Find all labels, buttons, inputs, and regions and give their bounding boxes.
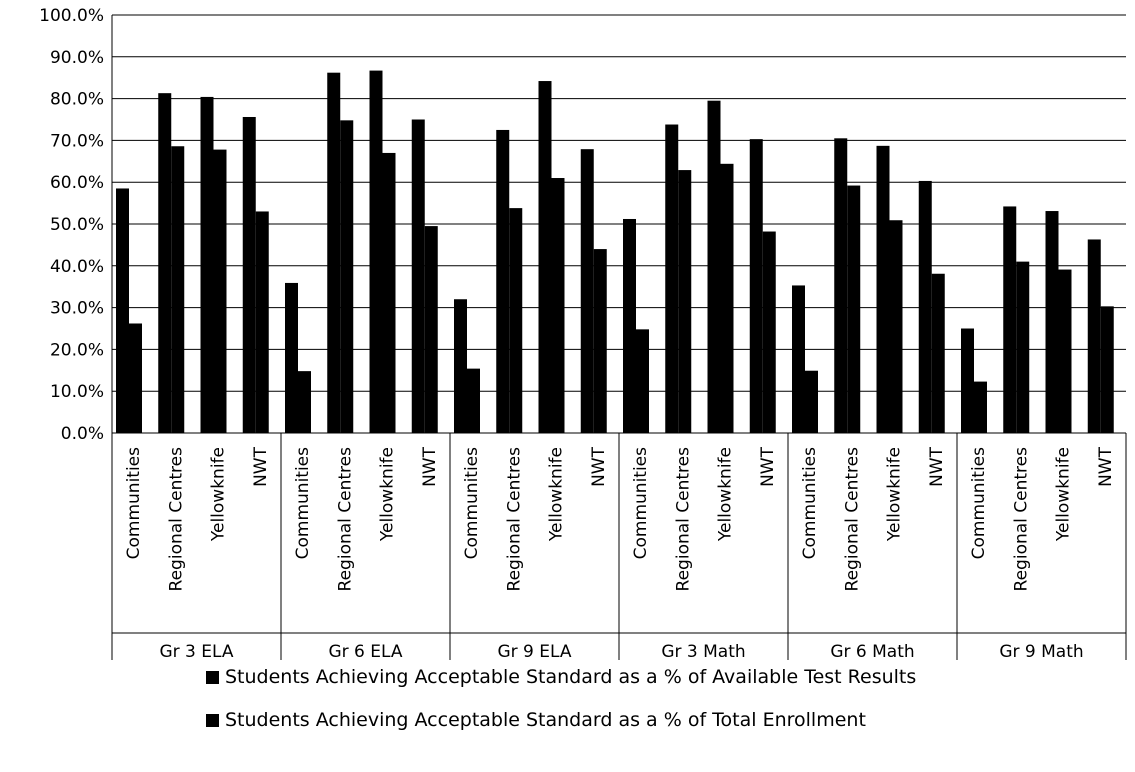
legend-label-total-enrollment: Students Achieving Acceptable Standard a… [225, 709, 866, 731]
y-tick-label: 0.0% [61, 424, 104, 444]
bar-total-enrollment [805, 370, 818, 433]
category-label: Yellowknife [378, 447, 398, 542]
legend-swatch-total-enrollment [206, 713, 219, 727]
category-label: Regional Centres [842, 447, 862, 592]
category-label: NWT [927, 446, 947, 487]
category-label: Regional Centres [335, 447, 355, 592]
bar-available-results [158, 93, 172, 433]
category-label: Yellowknife [716, 447, 736, 542]
category-label: Regional Centres [1011, 447, 1031, 592]
group-label: Gr 6 ELA [328, 642, 402, 660]
bar-available-results [327, 72, 341, 434]
bar-available-results [876, 145, 890, 434]
bar-available-results [496, 129, 510, 433]
y-tick-label: 60.0% [50, 173, 104, 193]
category-label: NWT [420, 446, 440, 487]
legend-entry-available-results: Students Achieving Acceptable Standard a… [206, 666, 916, 688]
bar-available-results [538, 81, 552, 433]
bar-total-enrollment [298, 371, 311, 433]
category-label: NWT [251, 446, 271, 487]
bar-available-results [411, 119, 425, 433]
category-label: NWT [589, 446, 609, 487]
bar-total-enrollment [720, 163, 734, 434]
bar-available-results [834, 138, 848, 433]
category-label: Communities [293, 447, 313, 560]
bar-total-enrollment [382, 152, 396, 433]
bar-available-results [623, 218, 636, 433]
bar-total-enrollment [171, 146, 185, 433]
y-tick-label: 30.0% [50, 299, 104, 319]
y-tick-label: 100.0% [39, 6, 104, 26]
group-label: Gr 6 Math [830, 642, 914, 660]
category-label: Regional Centres [504, 447, 524, 592]
y-tick-label: 50.0% [50, 215, 104, 235]
bar-chart: 0.0% 10.0% 20.0% 30.0% 40.0% 50.0% 60.0% 70.0% 8… [39, 6, 1127, 660]
category-label: Communities [969, 447, 989, 560]
y-tick-label: 70.0% [50, 131, 104, 151]
category-label: NWT [1096, 446, 1116, 487]
category-label: Yellowknife [547, 447, 567, 542]
bar-total-enrollment [551, 178, 565, 433]
bar-available-results [200, 96, 214, 433]
bar-total-enrollment [424, 226, 438, 433]
bar-available-results [707, 100, 721, 433]
bar-available-results [749, 139, 763, 433]
bar-available-results [242, 116, 256, 433]
y-tick-label: 20.0% [50, 340, 104, 360]
bar-total-enrollment [1016, 261, 1030, 433]
bar-available-results [454, 299, 467, 433]
y-tick-label: 40.0% [50, 257, 104, 277]
bar-available-results [1045, 211, 1059, 433]
category-label: Yellowknife [1054, 447, 1074, 542]
bar-total-enrollment [847, 185, 861, 433]
bar-total-enrollment [889, 220, 903, 433]
bar-total-enrollment [1058, 269, 1072, 433]
y-tick-label: 10.0% [50, 382, 104, 402]
category-label: Regional Centres [673, 447, 693, 592]
category-label: Communities [800, 447, 820, 560]
y-tick-label: 90.0% [50, 48, 104, 68]
category-label: Yellowknife [209, 447, 229, 542]
bar-total-enrollment [340, 120, 354, 433]
group-label: Gr 9 Math [999, 642, 1083, 660]
bar-total-enrollment [678, 170, 692, 433]
group-label: Gr 3 ELA [159, 642, 233, 660]
legend-label-available-results: Students Achieving Acceptable Standard a… [225, 666, 917, 688]
bar-total-enrollment [974, 381, 987, 433]
bar-total-enrollment [213, 149, 227, 433]
bar-total-enrollment [1100, 306, 1114, 433]
group-label: Gr 3 Math [661, 642, 745, 660]
y-tick-label: 80.0% [50, 90, 104, 110]
bar-available-results [580, 149, 594, 434]
legend-swatch-available-results [206, 670, 219, 684]
bar-total-enrollment [593, 249, 607, 433]
category-label: Communities [631, 447, 651, 560]
bar-total-enrollment [509, 208, 523, 433]
bar-available-results [792, 285, 805, 433]
bar-available-results [1003, 206, 1017, 433]
bar-total-enrollment [636, 329, 649, 433]
category-label: NWT [758, 446, 778, 487]
category-label: Regional Centres [166, 447, 186, 592]
bar-available-results [285, 282, 298, 433]
bar-total-enrollment [129, 323, 142, 433]
bar-total-enrollment [467, 368, 480, 433]
legend-entry-total-enrollment: Students Achieving Acceptable Standard a… [206, 709, 866, 731]
bar-available-results [369, 70, 383, 434]
category-label: Communities [124, 447, 144, 560]
bar-available-results [961, 328, 974, 433]
bar-total-enrollment [931, 273, 945, 433]
bar-total-enrollment [255, 211, 269, 433]
bar-available-results [1087, 239, 1101, 433]
bar-available-results [918, 180, 932, 433]
category-label: Yellowknife [885, 447, 905, 542]
group-label: Gr 9 ELA [497, 642, 571, 660]
category-label: Communities [462, 447, 482, 560]
bar-total-enrollment [762, 231, 776, 433]
bar-available-results [116, 188, 129, 433]
bar-available-results [665, 124, 679, 434]
